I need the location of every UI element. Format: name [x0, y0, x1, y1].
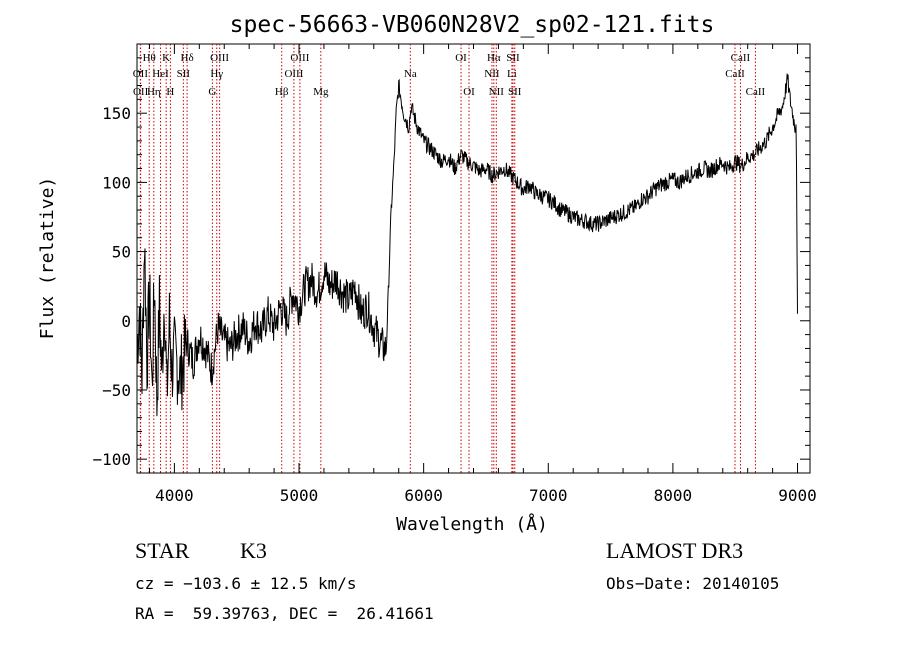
line-label: Hβ: [275, 86, 289, 98]
line-label: CaII: [731, 52, 751, 64]
line-label: Hη: [147, 86, 161, 98]
plot-frame: [136, 43, 811, 474]
y-tick-label: −50: [102, 381, 131, 400]
x-tick-label: 5000: [280, 486, 319, 505]
line-label: G: [208, 86, 216, 98]
line-label: OI: [463, 86, 475, 98]
line-label: OIII: [290, 52, 309, 64]
y-axis-title: Flux (relative): [37, 177, 58, 340]
line-label: NII: [484, 68, 500, 80]
line-label: OIII: [284, 68, 303, 80]
ra-dec: RA = 59.39763, DEC = 26.41661: [135, 604, 434, 623]
y-tick-label: 0: [121, 312, 131, 331]
emission-line-markers: [139, 44, 756, 473]
observation-date: Obs−Date: 20140105: [606, 574, 780, 593]
line-label: Hγ: [210, 68, 223, 80]
line-label: CaII: [746, 86, 766, 98]
line-label: SII: [508, 86, 522, 98]
y-tick-label: 50: [112, 243, 131, 262]
x-tick-label: 9000: [778, 486, 817, 505]
spectrum-line: [136, 73, 798, 417]
y-tick-label: −100: [92, 450, 131, 469]
line-label: Na: [404, 68, 417, 80]
line-label: Hθ: [143, 52, 156, 64]
line-label: CaII: [725, 68, 745, 80]
line-label: SII: [506, 52, 520, 64]
line-label: SII: [177, 68, 191, 80]
line-label: OIII: [210, 52, 229, 64]
x-tick-label: 4000: [155, 486, 194, 505]
line-label: OII: [133, 86, 149, 98]
x-tick-label: 7000: [529, 486, 568, 505]
line-label: OII: [133, 68, 149, 80]
redshift-cz: cz = −103.6 ± 12.5 km/s: [135, 574, 357, 593]
y-tick-label: 100: [102, 173, 131, 192]
x-axis-title: Wavelength (Å): [396, 513, 548, 535]
line-label: Hα: [487, 52, 501, 64]
axis-ticks: 4000 5000 6000 7000 8000 9000 −100 −50 0 50 100 150: [92, 44, 817, 505]
line-label: NII: [489, 86, 505, 98]
object-subclass: K3: [240, 538, 267, 563]
line-label: H: [166, 86, 174, 98]
chart-title: spec-56663-VB060N28V2_sp02-121.fits: [230, 12, 715, 38]
x-tick-label: 6000: [404, 486, 443, 505]
line-label: OI: [455, 52, 467, 64]
line-labels: Hθ K Hδ OIII OIII OI Hα SII CaII OII HeI SII Hγ OIII N…: [133, 52, 766, 98]
line-label: Hδ: [181, 52, 194, 64]
y-tick-label: 150: [102, 104, 131, 123]
survey-name: LAMOST DR3: [606, 538, 744, 563]
line-label: HeI: [152, 68, 169, 80]
line-label: Li: [507, 68, 517, 80]
line-label: K: [162, 52, 170, 64]
spectrum-series: [136, 73, 798, 417]
object-class: STAR: [135, 538, 190, 563]
line-label: Mg: [313, 86, 329, 98]
x-tick-label: 8000: [654, 486, 693, 505]
